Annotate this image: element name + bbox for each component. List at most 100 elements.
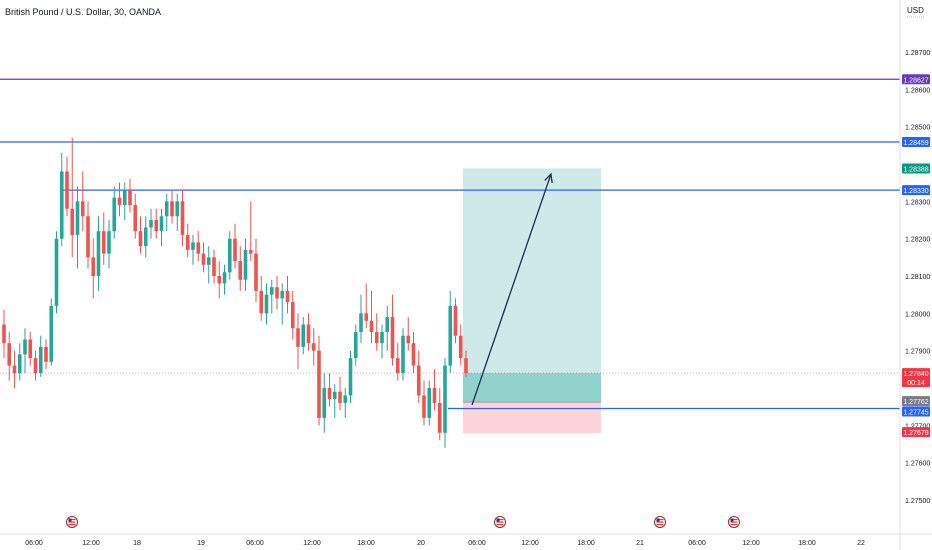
candle-body (264, 294, 269, 314)
blue-level-label-3-bg (902, 406, 930, 417)
flag-stripe (656, 521, 664, 523)
candle-body (217, 276, 222, 284)
candle-body (138, 231, 143, 247)
trend-arrow[interactable] (471, 173, 552, 406)
candle-body (154, 220, 159, 232)
price-tick-label: 1.27900 (905, 349, 930, 356)
candle-body (185, 234, 190, 250)
price-tick-label: 1.28300 (905, 199, 930, 206)
price-tick-label: 1.28200 (905, 237, 930, 244)
us-flag-event-icon[interactable] (66, 516, 78, 528)
candle-body (458, 335, 463, 359)
candle-body (427, 388, 432, 418)
time-tick-label: 21 (636, 540, 644, 547)
flag-stripe (496, 521, 504, 523)
candle-body (359, 313, 363, 332)
time-tick-label: 12:00 (82, 540, 100, 547)
candle-body (353, 332, 358, 359)
candle-body (269, 287, 274, 295)
us-flag-event-icon[interactable] (494, 516, 506, 528)
blue-level-label-3: 1.27745 (903, 410, 928, 417)
flag-canton (656, 518, 660, 522)
candle-body (164, 201, 169, 217)
purple-level-label-bg (902, 74, 930, 85)
candle-body (390, 317, 395, 359)
candle-body (280, 290, 285, 299)
candle-body (65, 171, 69, 209)
time-tick-label: 06:00 (25, 540, 43, 547)
candle-body (254, 253, 258, 291)
candle-body (191, 242, 195, 250)
time-tick-label: 12:00 (303, 540, 321, 547)
flag-canton (496, 518, 500, 522)
price-tick-label: 1.28100 (905, 274, 930, 281)
candle-body (464, 358, 468, 374)
countdown-label-bg (902, 377, 930, 388)
time-tick-label: 20 (417, 540, 425, 547)
candle-body (343, 395, 348, 403)
candle-body (385, 317, 390, 332)
candle-body (338, 391, 342, 403)
flag-canton (730, 518, 734, 522)
candle-body (301, 324, 306, 347)
candle-body (259, 290, 264, 314)
currency-label[interactable]: USD (907, 6, 924, 15)
time-tick-label: 18 (133, 540, 141, 547)
flag-stripe (68, 521, 76, 523)
candle-body (233, 238, 237, 262)
blue-level-label-2-bg (902, 185, 930, 196)
target-label-bg (902, 163, 930, 174)
candle-body (227, 238, 232, 273)
flag-stripe (496, 519, 504, 521)
candle-body (175, 201, 180, 217)
candle-body (38, 346, 43, 374)
candle-body (443, 365, 447, 433)
time-tick-label: 18:00 (577, 540, 595, 547)
stop-zone[interactable] (463, 402, 601, 434)
candle-body (86, 216, 90, 258)
candle-body (12, 365, 17, 374)
entry-label-bg (902, 396, 930, 407)
price-tick-label: 1.27500 (905, 498, 930, 505)
flag-canton (68, 518, 72, 522)
candle-body (44, 346, 48, 362)
candle-body (406, 335, 411, 344)
candle-body (149, 220, 153, 228)
entry-label: 1.27762 (903, 399, 928, 406)
purple-level-label: 1.28627 (903, 77, 928, 84)
candle-body (101, 231, 106, 254)
candle-body (23, 339, 27, 355)
us-flag-event-icon[interactable] (654, 516, 666, 528)
candle-body (33, 358, 38, 374)
current-price-label: 1.27840 (903, 371, 928, 378)
flag-stripe (656, 524, 664, 526)
candle-body (117, 197, 122, 206)
price-tick-label: 1.28500 (905, 125, 930, 132)
time-tick-label: 19 (197, 540, 205, 547)
candle-body (212, 257, 216, 276)
candle-body (348, 358, 353, 396)
candle-body (317, 350, 321, 418)
flag-stripe (656, 519, 664, 521)
candle-body (28, 339, 33, 359)
flag-stripe (730, 524, 738, 526)
candle-body (327, 388, 332, 400)
price-tick-label: 1.27700 (905, 423, 930, 430)
candle-body (17, 354, 22, 374)
time-tick-label: 06:00 (468, 540, 486, 547)
target-zone[interactable] (463, 168, 601, 403)
candle-body (96, 231, 101, 276)
price-tick-label: 1.27600 (905, 461, 930, 468)
candle-body (369, 320, 374, 332)
time-tick-label: 06:00 (246, 540, 264, 547)
candle-body (2, 324, 6, 344)
candle-body (285, 290, 290, 303)
candle-body (128, 190, 132, 206)
us-flag-event-icon[interactable] (728, 516, 740, 528)
flag-stripe (68, 524, 76, 526)
candle-body (374, 332, 379, 344)
candle-body (59, 171, 64, 239)
candle-body (332, 391, 337, 400)
price-tick-label: 1.28600 (905, 87, 930, 94)
